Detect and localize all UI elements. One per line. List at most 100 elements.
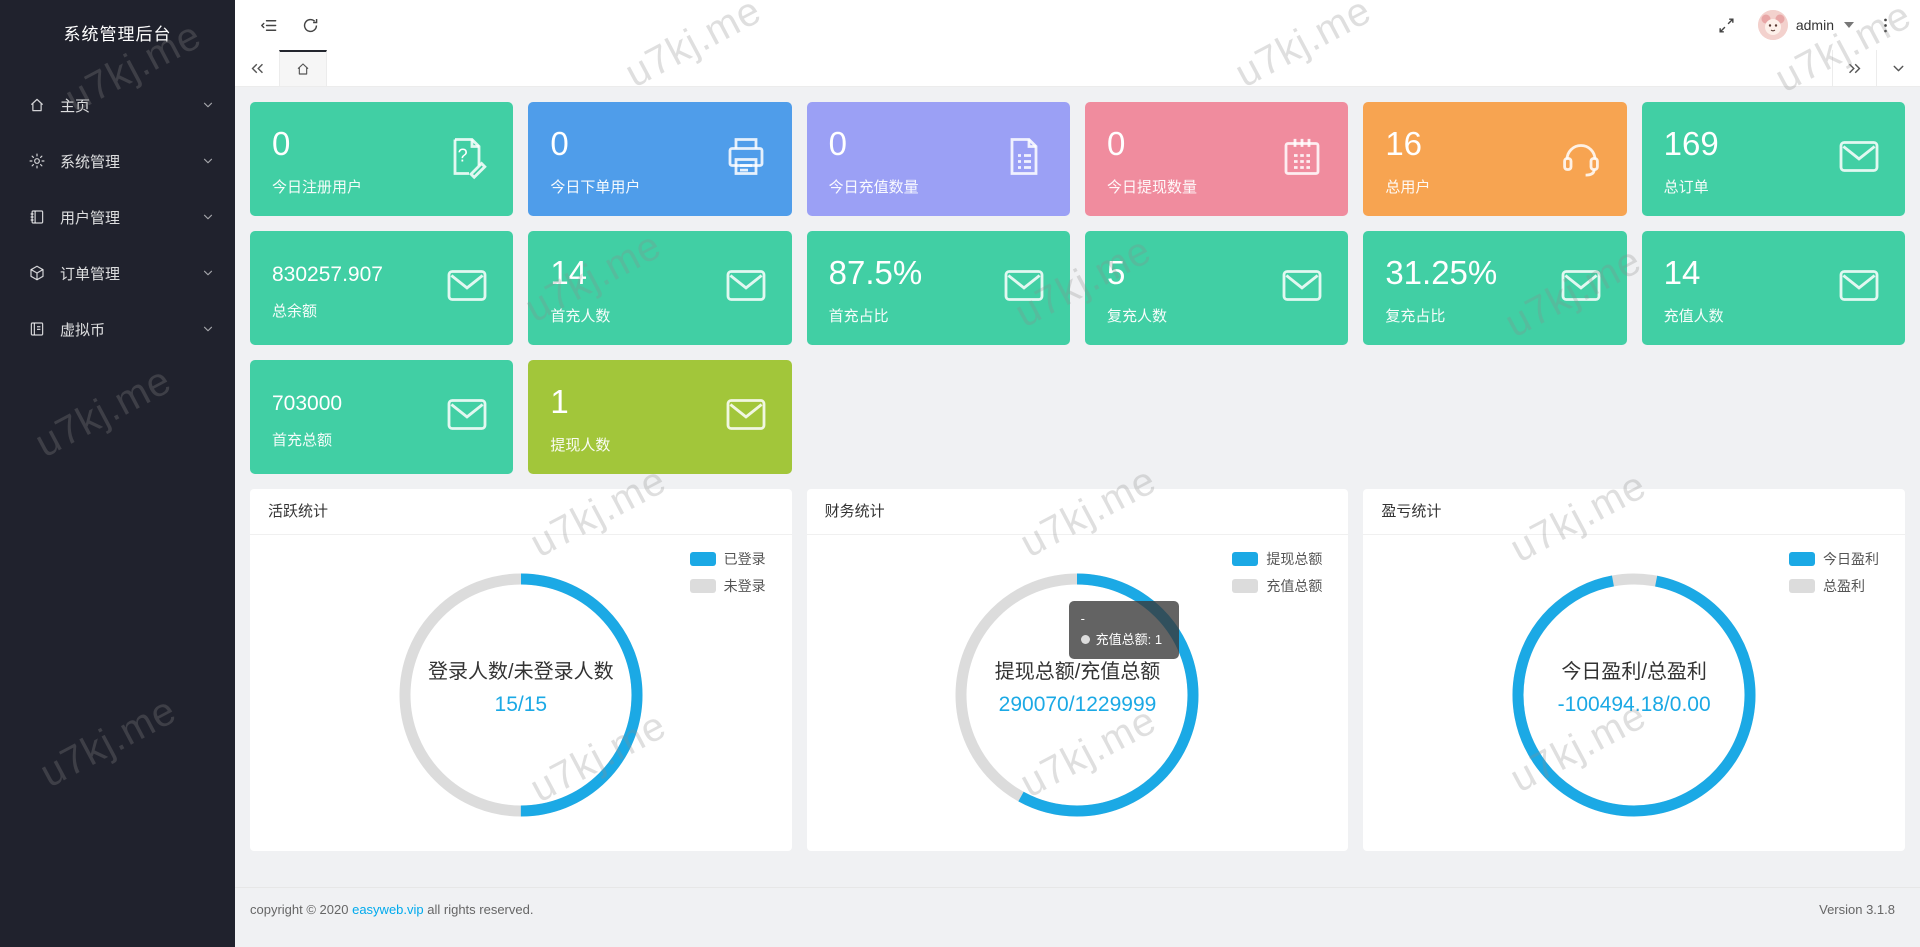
stat-card-first-recharge-ratio: 87.5% 首充占比 [806, 231, 1070, 345]
envelope-icon [443, 262, 491, 315]
donut-center-value: 15/15 [494, 693, 548, 716]
refresh-icon [301, 16, 320, 35]
stat-card-today-recharge: 0 今日充值数量 [806, 102, 1070, 216]
stat-card-repeat-recharge-ratio: 31.25% 复充占比 [1363, 231, 1627, 345]
dashboard-content: 0 今日注册用户 0 今日下单用户 0 今日充值数量 0 今日提现数量 [235, 87, 1920, 947]
more-menu-button[interactable] [1864, 7, 1906, 43]
stat-value: 16 [1385, 125, 1423, 162]
sidebar-item-users[interactable]: 用户管理 [0, 189, 235, 245]
collapse-sidebar-button[interactable] [247, 7, 289, 43]
envelope-icon [1835, 133, 1883, 186]
legend-item[interactable]: 今日盈利 [1789, 549, 1879, 569]
stat-value: 830257.907 [272, 263, 383, 286]
sidebar-item-label: 订单管理 [60, 265, 121, 283]
chart-title: 盈亏统计 [1363, 489, 1905, 535]
tab-home[interactable] [279, 50, 327, 86]
address-book-icon [28, 208, 46, 226]
stat-label: 首充人数 [550, 308, 611, 326]
chart-title: 活跃统计 [250, 489, 792, 535]
legend-item[interactable]: 未登录 [689, 576, 766, 596]
chart-body: 已登录 未登录 登录人数/未登录人数 15/15 [250, 535, 792, 851]
donut-chart[interactable] [1504, 565, 1764, 825]
tabs-dropdown-button[interactable] [1876, 50, 1920, 86]
version-label: Version 3.1.8 [1819, 902, 1895, 917]
stat-card-today-orders: 0 今日下单用户 [528, 102, 792, 216]
app-title: 系统管理后台 [63, 25, 172, 44]
user-menu[interactable]: admin [1748, 10, 1864, 40]
footer: copyright © 2020 easyweb.vip all rights … [235, 887, 1920, 917]
cube-icon [28, 264, 46, 282]
chevrons-right-icon [1846, 60, 1863, 77]
donut-chart[interactable] [391, 565, 651, 825]
stat-label: 首充总额 [272, 432, 333, 450]
tooltip-row: 充值总额: 1 [1080, 630, 1167, 651]
refresh-button[interactable] [289, 7, 331, 43]
donut-center-label: 今日盈利/总盈利 [1561, 661, 1707, 683]
copyright-suffix: all rights reserved. [423, 902, 534, 917]
sidebar-item-virtual-coin[interactable]: 虚拟币 [0, 301, 235, 357]
legend-swatch [1232, 552, 1259, 566]
sidebar-item-system[interactable]: 系统管理 [0, 133, 235, 189]
chevron-down-icon [201, 210, 215, 224]
copyright: copyright © 2020 easyweb.vip all rights … [250, 902, 533, 917]
stat-card-total-orders: 169 总订单 [1641, 102, 1905, 216]
legend-label: 今日盈利 [1823, 551, 1879, 567]
legend-label: 总盈利 [1823, 578, 1865, 594]
tabs-scroll-right-button[interactable] [1832, 50, 1876, 86]
donut-center-label: 提现总额/充值总额 [994, 661, 1161, 683]
stat-label: 提现人数 [550, 437, 611, 455]
stat-label: 今日提现数量 [1107, 179, 1198, 197]
calendar-icon [1278, 133, 1326, 186]
envelope-icon [1557, 262, 1605, 315]
donut-center-value: 290070/1229999 [998, 693, 1157, 716]
envelope-icon [443, 391, 491, 444]
chart-tooltip: - 充值总额: 1 [1068, 601, 1179, 659]
sidebar: 系统管理后台 主页 系统管理 用户管理 订单管理 [0, 0, 235, 947]
chart-legend: 已登录 未登录 [689, 549, 766, 596]
easyweb-link[interactable]: easyweb.vip [352, 902, 424, 917]
legend-item[interactable]: 充值总额 [1232, 576, 1322, 596]
ledger-icon [28, 320, 46, 338]
file-text-icon [1000, 133, 1048, 186]
stat-value: 0 [1107, 125, 1126, 162]
stat-card-first-recharge-users: 14 首充人数 [528, 231, 792, 345]
legend-label: 充值总额 [1266, 578, 1323, 594]
donut-chart[interactable] [947, 565, 1207, 825]
fullscreen-button[interactable] [1706, 7, 1748, 43]
stat-value: 1 [550, 383, 569, 420]
kebab-menu-icon [1876, 16, 1895, 35]
tabs-scroll-left-button[interactable] [235, 50, 279, 86]
legend-item[interactable]: 总盈利 [1789, 576, 1879, 596]
stat-value: 14 [1663, 254, 1701, 291]
stat-label: 总余额 [272, 303, 318, 321]
sidebar-item-label: 系统管理 [60, 153, 121, 171]
stat-label: 首充占比 [828, 308, 889, 326]
tooltip-title: - [1080, 611, 1085, 626]
envelope-icon [1000, 262, 1048, 315]
legend-swatch [1789, 552, 1815, 566]
chevron-down-icon [201, 322, 215, 336]
legend-item[interactable]: 已登录 [689, 549, 766, 569]
home-tab-icon [295, 61, 311, 77]
chart-title: 财务统计 [806, 489, 1349, 535]
stat-card-today-withdraw: 0 今日提现数量 [1085, 102, 1349, 216]
chevron-down-icon [1890, 60, 1907, 77]
sidebar-item-home[interactable]: 主页 [0, 77, 235, 133]
stat-label: 总用户 [1385, 179, 1431, 197]
sidebar-item-orders[interactable]: 订单管理 [0, 245, 235, 301]
stat-card-first-recharge-total: 703000 首充总额 [250, 360, 514, 474]
tab-bar [235, 50, 1920, 87]
stat-card-recharge-users: 14 充值人数 [1641, 231, 1905, 345]
stat-value: 14 [550, 254, 588, 291]
chevron-down-icon [201, 154, 215, 168]
chart-legend: 提现总额 充值总额 [1232, 549, 1322, 596]
legend-label: 提现总额 [1266, 551, 1323, 567]
copyright-prefix: copyright © 2020 [250, 902, 353, 917]
stat-value: 703000 [272, 392, 343, 415]
file-question-edit-icon [443, 133, 491, 186]
stat-cards-grid: 0 今日注册用户 0 今日下单用户 0 今日充值数量 0 今日提现数量 [250, 102, 1905, 474]
charts-grid: 活跃统计 已登录 未登录 [250, 489, 1905, 851]
stat-label: 复充人数 [1107, 308, 1168, 326]
legend-item[interactable]: 提现总额 [1232, 549, 1322, 569]
